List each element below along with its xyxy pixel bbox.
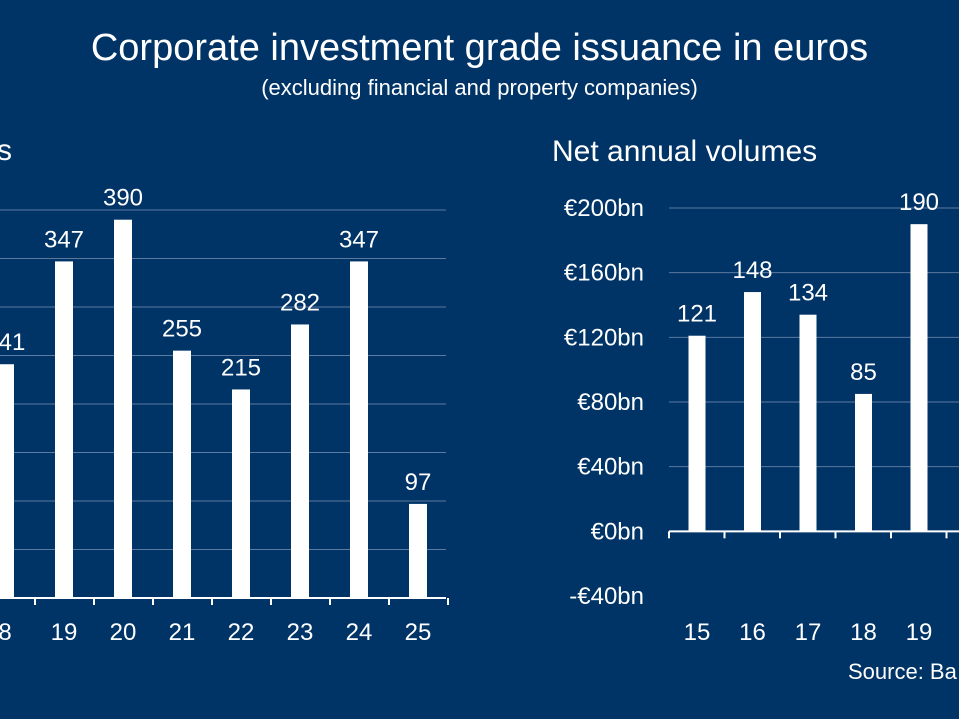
gross-volumes-chart: s 41 8 347 19 390 20 255 21 215 22 282 23 347 24 97 25 — [0, 134, 449, 646]
bar — [409, 503, 427, 598]
data-label: 190 — [899, 189, 939, 216]
x-tick-label: 24 — [346, 619, 373, 646]
bar — [744, 292, 761, 532]
y-tick-label: €40bn — [577, 454, 644, 481]
data-label: 282 — [280, 289, 320, 316]
x-tick-label: 15 — [684, 619, 711, 646]
x-tick-label: 22 — [228, 619, 255, 646]
y-tick-label: €200bn — [564, 195, 644, 222]
x-tick-label: 8 — [0, 619, 12, 646]
data-label: 390 — [103, 185, 143, 212]
bar — [291, 324, 309, 598]
bar — [910, 224, 928, 532]
panel-title: s — [0, 134, 12, 167]
x-tick-label: 17 — [795, 619, 822, 646]
data-label: 97 — [405, 469, 432, 496]
panel-title: Net annual volumes — [552, 135, 817, 168]
data-label: 255 — [162, 316, 202, 343]
y-tick-label: €0bn — [591, 518, 644, 545]
x-tick-label: 19 — [906, 619, 933, 646]
data-label: 41 — [0, 329, 25, 356]
bar — [114, 219, 132, 598]
bar — [799, 314, 817, 532]
data-label: 215 — [221, 354, 261, 381]
x-tick-label: 20 — [110, 619, 137, 646]
bar — [688, 335, 706, 532]
y-tick-label: €80bn — [577, 389, 644, 416]
x-tick-label: 25 — [405, 619, 432, 646]
y-tick-label: €120bn — [564, 324, 644, 351]
x-tick-label: 19 — [51, 619, 78, 646]
x-tick-label: 18 — [850, 619, 877, 646]
y-tick-label: €160bn — [564, 260, 644, 287]
data-label: 85 — [850, 359, 877, 386]
source-note: Source: Ba — [848, 659, 957, 684]
x-tick-label: 16 — [739, 619, 766, 646]
net-annual-volumes-chart: Net annual volumes €200bn €160bn €120bn €80b… — [552, 135, 959, 646]
bar — [55, 261, 73, 598]
bar — [173, 350, 191, 598]
bar — [0, 364, 14, 598]
data-label: 121 — [677, 301, 717, 328]
bar — [855, 393, 872, 532]
bar — [350, 261, 368, 598]
data-label: 134 — [788, 280, 828, 307]
data-label: 148 — [732, 257, 772, 284]
chart-title: Corporate investment grade issuance in e… — [90, 27, 869, 69]
chart-subtitle: (excluding financial and property compan… — [261, 75, 698, 100]
data-label: 347 — [44, 226, 84, 253]
y-tick-label: -€40bn — [569, 583, 644, 610]
x-tick-label: 21 — [169, 619, 196, 646]
x-tick-label: 23 — [287, 619, 314, 646]
bar — [232, 389, 250, 598]
data-label: 347 — [339, 226, 379, 253]
